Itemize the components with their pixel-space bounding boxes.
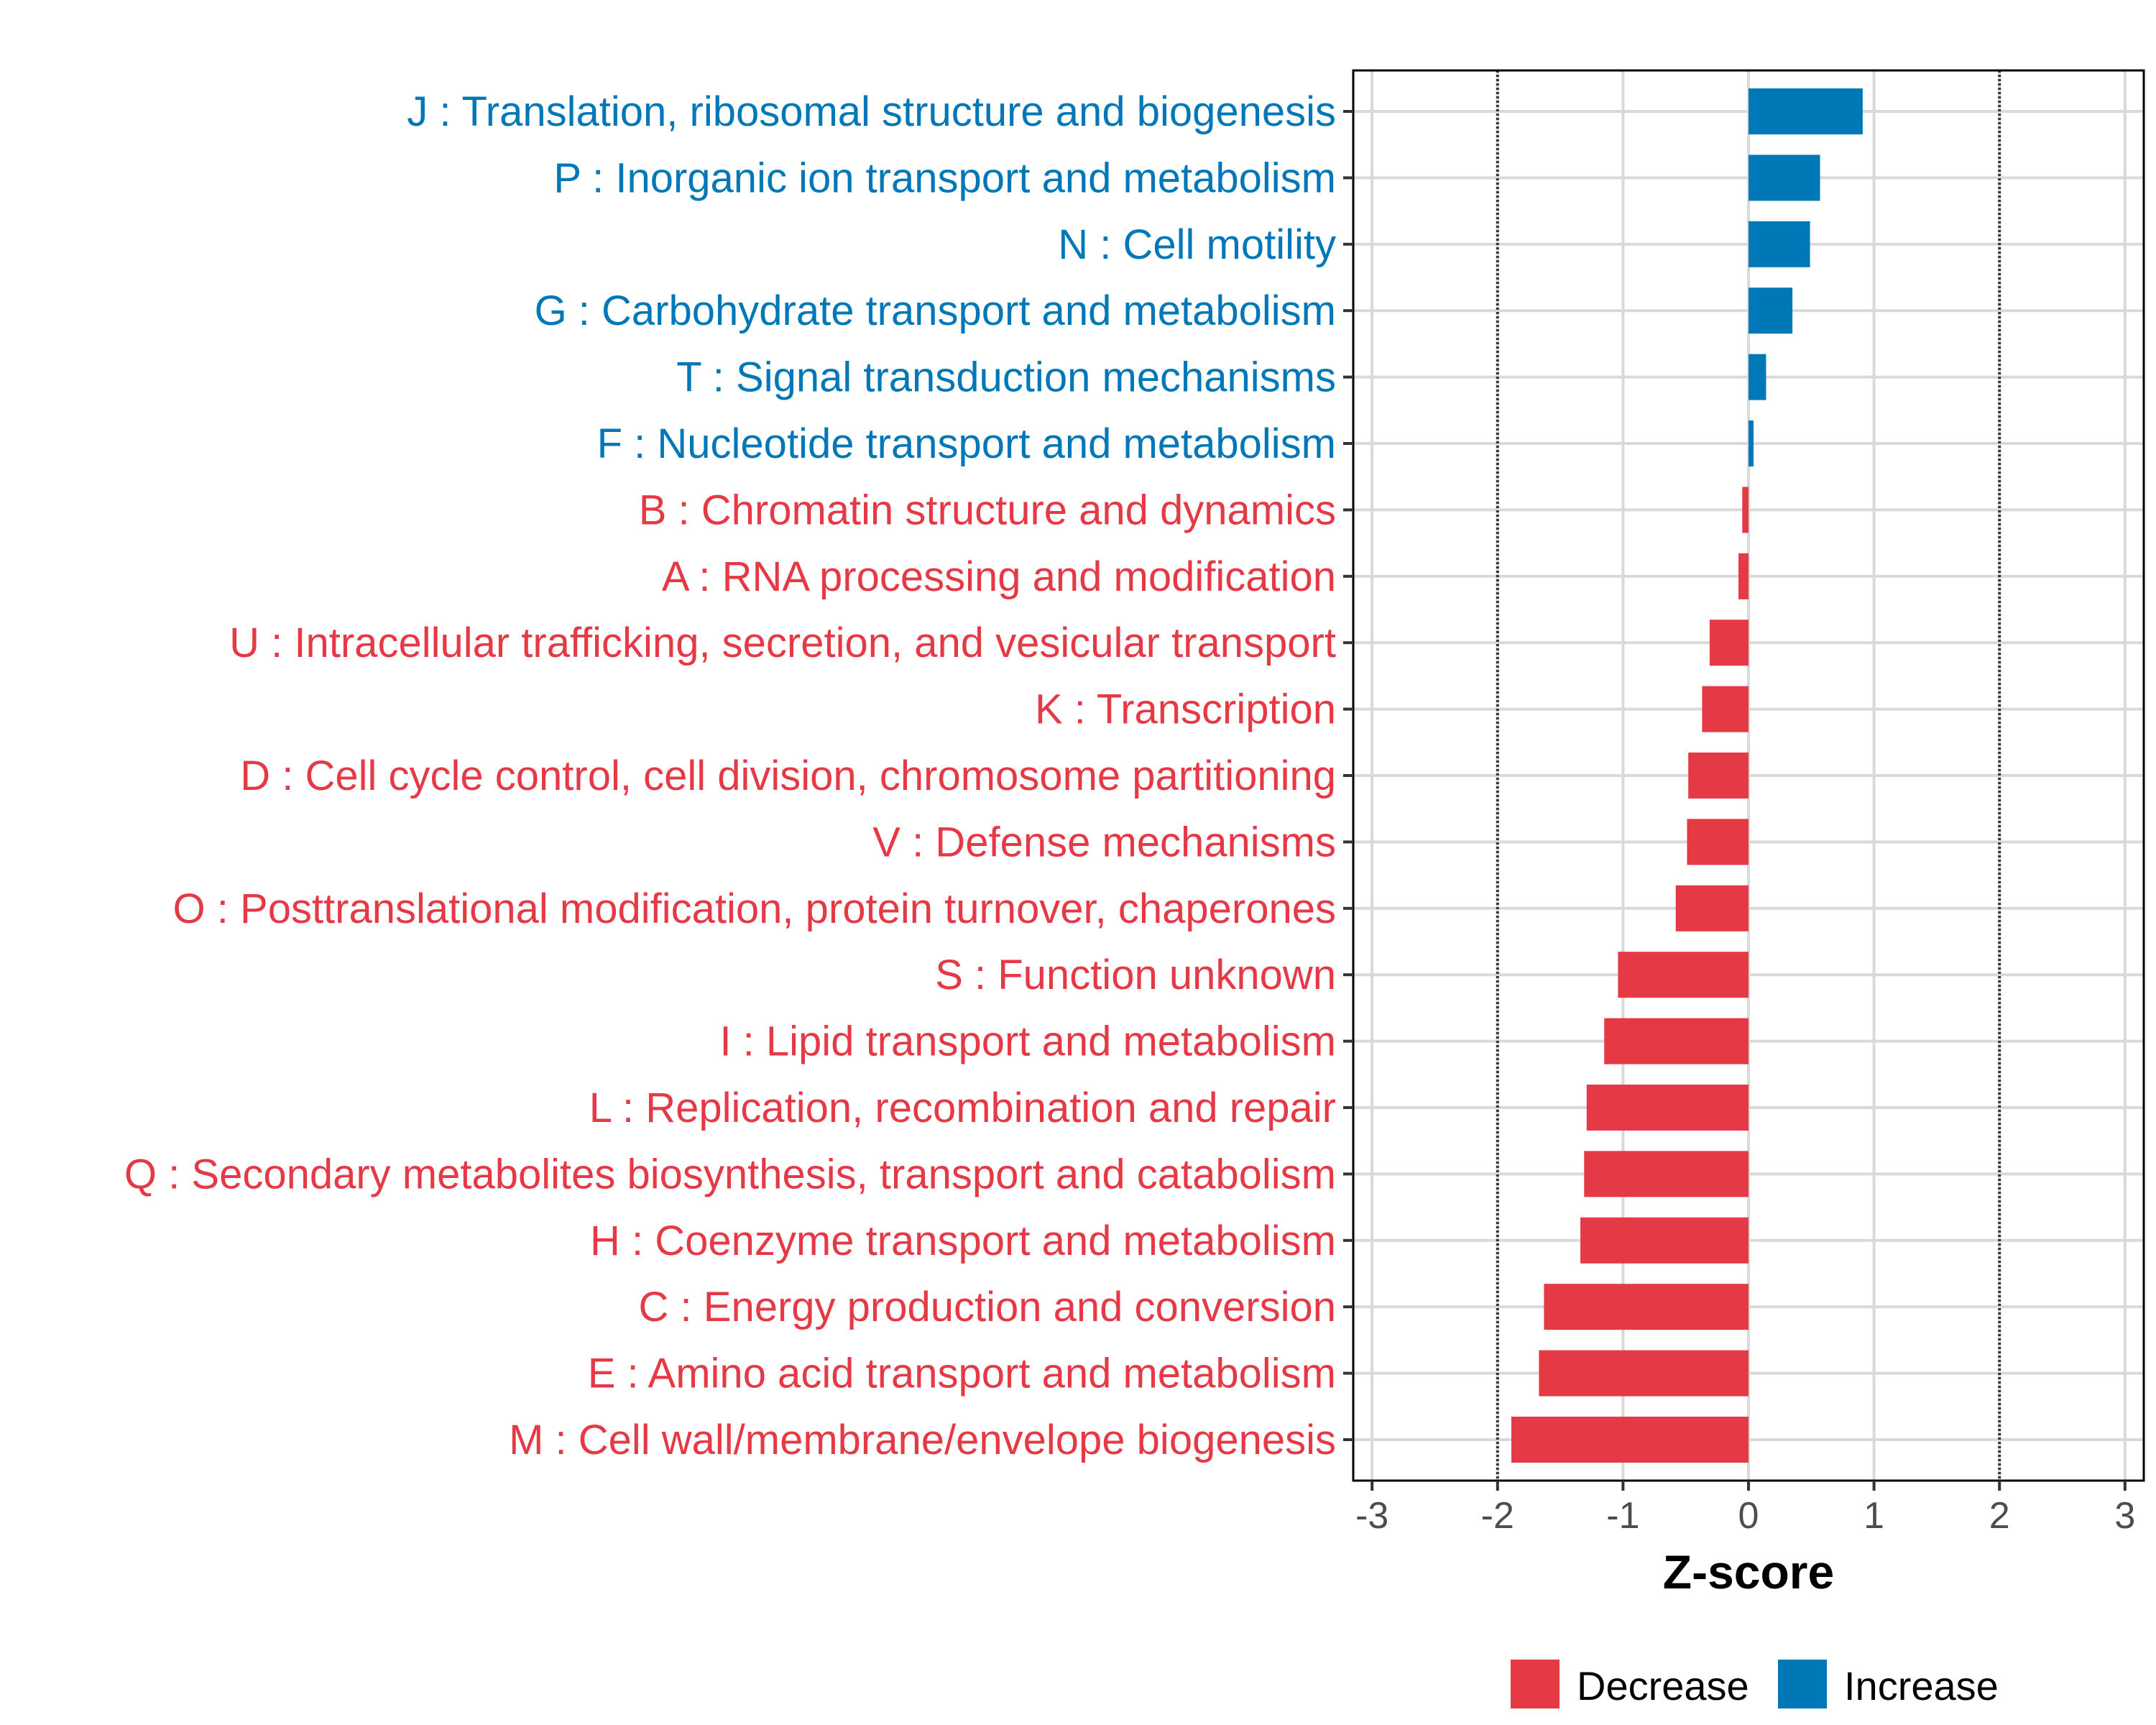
bar — [1687, 819, 1749, 865]
x-tick-label: -3 — [1355, 1495, 1388, 1537]
bar — [1675, 885, 1749, 932]
legend-label: Increase — [1844, 1663, 1999, 1708]
legend-label: Decrease — [1577, 1663, 1749, 1708]
bar — [1586, 1085, 1749, 1131]
category-label: P : Inorganic ion transport and metaboli… — [553, 155, 1336, 201]
category-label: V : Defense mechanisms — [872, 819, 1336, 865]
category-label: E : Amino acid transport and metabolism — [588, 1351, 1336, 1397]
category-label: D : Cell cycle control, cell division, c… — [240, 753, 1336, 799]
category-label: M : Cell wall/membrane/envelope biogenes… — [509, 1417, 1336, 1463]
bar — [1749, 155, 1820, 201]
bar — [1709, 620, 1749, 666]
category-label: U : Intracellular trafficking, secretion… — [229, 620, 1336, 666]
x-tick-label: 1 — [1864, 1495, 1884, 1537]
category-label: I : Lipid transport and metabolism — [719, 1018, 1336, 1065]
bar — [1742, 487, 1749, 533]
bar — [1702, 686, 1749, 732]
x-axis-ticks: -3 -2 -1 0 1 2 3 — [1355, 1481, 2135, 1537]
y-axis-ticks: J : Translation, ribosomal structure and… — [124, 88, 1353, 1463]
bar — [1749, 88, 1863, 134]
category-label: L : Replication, recombination and repai… — [589, 1085, 1336, 1131]
legend-swatch — [1511, 1660, 1560, 1708]
bar — [1544, 1284, 1749, 1330]
category-label: S : Function unknown — [935, 952, 1336, 998]
category-label: F : Nucleotide transport and metabolism — [597, 420, 1336, 467]
x-tick-label: -2 — [1481, 1495, 1514, 1537]
bar — [1511, 1417, 1749, 1463]
category-label: J : Translation, ribosomal structure and… — [407, 88, 1336, 135]
legend: Decrease Increase — [1511, 1660, 1999, 1708]
bars — [1511, 88, 1863, 1463]
bar — [1749, 288, 1793, 334]
bar — [1539, 1350, 1749, 1397]
x-tick-label: 0 — [1738, 1495, 1759, 1537]
bar — [1749, 221, 1810, 267]
category-label: A : RNA processing and modification — [662, 553, 1336, 600]
bar — [1580, 1217, 1749, 1264]
category-label: B : Chromatin structure and dynamics — [639, 487, 1336, 533]
category-label: Q : Secondary metabolites biosynthesis, … — [124, 1151, 1336, 1197]
category-label: K : Transcription — [1035, 686, 1336, 733]
x-tick-label: 2 — [1989, 1495, 2010, 1537]
legend-swatch — [1778, 1660, 1827, 1708]
category-label: T : Signal transduction mechanisms — [676, 354, 1336, 401]
bar — [1738, 553, 1749, 599]
category-label: O : Posttranslational modification, prot… — [173, 886, 1336, 932]
bar — [1749, 354, 1766, 400]
category-label: G : Carbohydrate transport and metabolis… — [535, 288, 1336, 334]
x-tick-label: 3 — [2114, 1495, 2135, 1537]
x-axis-title: Z-score — [1663, 1545, 1834, 1598]
bar — [1618, 952, 1749, 998]
category-label: C : Energy production and conversion — [639, 1284, 1336, 1330]
bar — [1604, 1018, 1749, 1064]
reference-lines — [1496, 70, 2001, 1481]
bar — [1584, 1151, 1749, 1197]
category-label: H : Coenzyme transport and metabolism — [590, 1218, 1336, 1264]
x-tick-label: -1 — [1606, 1495, 1639, 1537]
bar — [1688, 753, 1749, 799]
bar — [1749, 420, 1754, 466]
category-label: N : Cell motility — [1058, 221, 1336, 268]
